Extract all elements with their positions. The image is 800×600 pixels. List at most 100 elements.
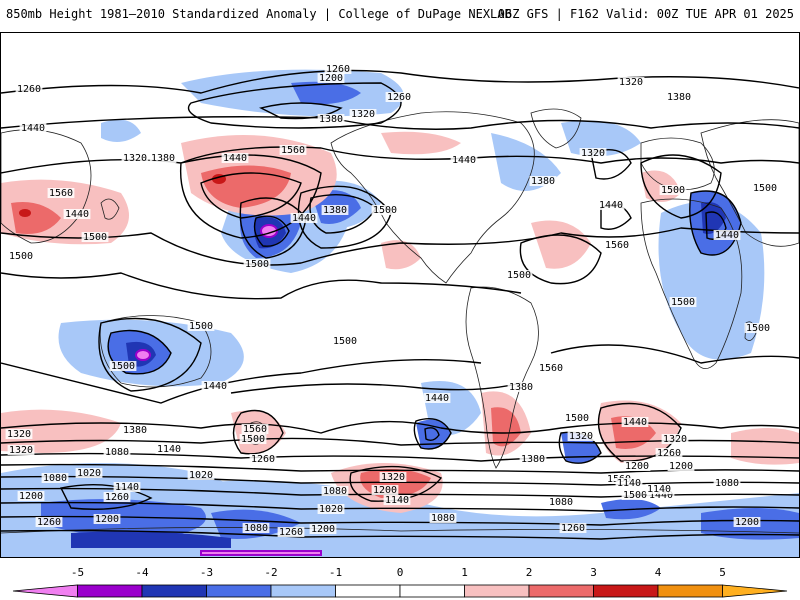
contour-label: 1200 bbox=[319, 73, 343, 84]
contour-label: 1500 bbox=[241, 434, 265, 445]
contour-label-background bbox=[667, 461, 695, 471]
contour-label: 1500 bbox=[9, 251, 33, 262]
contour-label: 1500 bbox=[333, 336, 357, 347]
contour-label-background bbox=[317, 114, 345, 124]
contour-label: 1140 bbox=[157, 444, 181, 455]
contour-label-background bbox=[371, 205, 399, 215]
contour-label-background bbox=[647, 490, 675, 500]
contour-label-background bbox=[277, 527, 305, 537]
contour-label: 1380 bbox=[123, 425, 147, 436]
contour-label-background bbox=[559, 523, 587, 533]
header: 850mb Height 1981–2010 Standardized Anom… bbox=[0, 0, 800, 32]
contour-labels: 1260 1200 1260 1260 1320 1380 1380 1320 1440 1320… bbox=[5, 64, 779, 538]
colorbar-swatch bbox=[270, 584, 336, 598]
contour-label-background bbox=[201, 381, 229, 391]
contour-label-background bbox=[713, 478, 741, 488]
colorbar-swatch bbox=[657, 584, 723, 598]
contour-label: 1140 bbox=[385, 495, 409, 506]
contour-label: 1200 bbox=[311, 524, 335, 535]
contour-label: 1440 bbox=[65, 209, 89, 220]
contour-label-background bbox=[7, 445, 35, 455]
contour-label-background bbox=[109, 361, 137, 371]
model-valid-time: 06Z GFS | F162 Valid: 00Z TUE APR 01 202… bbox=[497, 7, 794, 21]
contour-label-background bbox=[187, 321, 215, 331]
contour-label: 1500 bbox=[746, 323, 770, 334]
contour-label-background bbox=[121, 153, 149, 163]
contour-label: 1260 bbox=[279, 527, 303, 538]
contour-label-background bbox=[669, 297, 697, 307]
contour-label: 1200 bbox=[669, 461, 693, 472]
contour-label-background bbox=[121, 425, 149, 435]
contour-label-background bbox=[41, 473, 69, 483]
contour-label: 1500 bbox=[753, 183, 777, 194]
contour-label: 1260 bbox=[657, 448, 681, 459]
contour-label: 1560 bbox=[49, 188, 73, 199]
contour-label: 1140 bbox=[115, 482, 139, 493]
colorbar-tick-label: 2 bbox=[525, 566, 533, 579]
contour-label-background bbox=[579, 148, 607, 158]
colorbar-swatch bbox=[141, 584, 207, 598]
contour-label-background bbox=[597, 200, 625, 210]
contour-label: 1380 bbox=[151, 153, 175, 164]
contour-label: 1440 bbox=[292, 213, 316, 224]
contour-label-background bbox=[241, 424, 269, 434]
contour-label: 1200 bbox=[95, 514, 119, 525]
contour-label: 1380 bbox=[323, 205, 347, 216]
contour-label-background bbox=[187, 470, 215, 480]
contour-label-background bbox=[324, 64, 352, 74]
contour-label: 1320 bbox=[351, 109, 375, 120]
contour-label-background bbox=[243, 259, 271, 269]
contour-label-background bbox=[615, 478, 643, 488]
contour-label-background bbox=[155, 444, 183, 454]
contour-label-background bbox=[371, 485, 399, 495]
contour-label: 1560 bbox=[281, 145, 305, 156]
contour-label: 1500 bbox=[245, 259, 269, 270]
contour-label: 1080 bbox=[43, 473, 67, 484]
contour-label: 1260 bbox=[17, 84, 41, 95]
contour-label-background bbox=[645, 484, 673, 494]
contour-label-background bbox=[505, 270, 533, 280]
colorbar-tick-label: -5 bbox=[70, 566, 85, 579]
contour-label: 1440 bbox=[223, 153, 247, 164]
contour-label: 1320 bbox=[663, 434, 687, 445]
contour-label-background bbox=[661, 434, 689, 444]
colorbar-swatch bbox=[593, 584, 659, 598]
contour-label-background bbox=[349, 109, 377, 119]
contour-label-background bbox=[537, 363, 565, 373]
contour-label-background bbox=[321, 205, 349, 215]
contour-label: 1500 bbox=[507, 270, 531, 281]
contour-label: 1320 bbox=[381, 472, 405, 483]
contour-label: 1500 bbox=[671, 297, 695, 308]
contour-label-background bbox=[113, 482, 141, 492]
contour-label: 1080 bbox=[244, 523, 268, 534]
contour-label: 1200 bbox=[625, 461, 649, 472]
contour-label-background bbox=[103, 447, 131, 457]
contour-label: 1080 bbox=[105, 447, 129, 458]
contour-label-background bbox=[617, 77, 645, 87]
contour-label-background bbox=[242, 523, 270, 533]
contour-label-background bbox=[713, 230, 741, 240]
contour-label: 1200 bbox=[373, 485, 397, 496]
contour-label-background bbox=[450, 155, 478, 165]
contour-label: 1380 bbox=[509, 382, 533, 393]
colorbar-strip bbox=[12, 584, 788, 598]
contour-label-background bbox=[15, 84, 43, 94]
contour-label-background bbox=[317, 73, 345, 83]
contour-label-background bbox=[507, 382, 535, 392]
contour-label: 1380 bbox=[667, 92, 691, 103]
contour-label: 1020 bbox=[77, 468, 101, 479]
colorbar-tick-label: 1 bbox=[461, 566, 468, 579]
contour-label-background bbox=[47, 188, 75, 198]
contour-label: 1440 bbox=[203, 381, 227, 392]
contour-label-background bbox=[379, 472, 407, 482]
contour-label: 1440 bbox=[649, 490, 673, 501]
contour-label-background bbox=[239, 434, 267, 444]
contour-label: 1560 bbox=[605, 240, 629, 251]
contour-label: 1560 bbox=[243, 424, 267, 435]
contour-label-background bbox=[659, 185, 687, 195]
contour-label-background bbox=[93, 514, 121, 524]
contour-label: 1320 bbox=[569, 431, 593, 442]
contour-label: 1080 bbox=[715, 478, 739, 489]
contour-label: 1140 bbox=[647, 484, 671, 495]
contour-label-background bbox=[733, 517, 761, 527]
